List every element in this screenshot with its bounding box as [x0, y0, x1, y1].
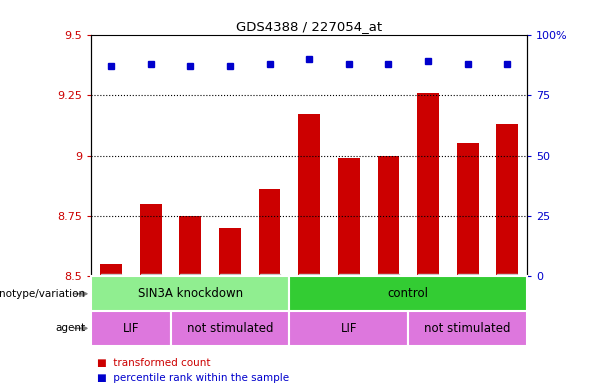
Text: LIF: LIF — [340, 322, 357, 335]
Bar — [298, 114, 320, 276]
Text: ■  transformed count: ■ transformed count — [97, 358, 211, 368]
Text: not stimulated: not stimulated — [425, 322, 511, 335]
Bar — [378, 156, 399, 276]
Text: ■  percentile rank within the sample: ■ percentile rank within the sample — [97, 373, 289, 383]
Text: agent: agent — [55, 323, 85, 333]
Bar — [289, 311, 408, 346]
Bar — [180, 216, 201, 276]
Bar — [408, 311, 527, 346]
Text: not stimulated: not stimulated — [187, 322, 273, 335]
Text: SIN3A knockdown: SIN3A knockdown — [138, 287, 243, 300]
Text: control: control — [388, 287, 429, 300]
Bar — [100, 264, 122, 276]
Bar — [140, 204, 161, 276]
Bar — [338, 158, 360, 276]
Bar — [497, 124, 518, 276]
Bar — [289, 276, 527, 311]
Bar — [457, 143, 479, 276]
Text: genotype/variation: genotype/variation — [0, 289, 85, 299]
Bar — [171, 311, 289, 346]
Bar — [259, 189, 280, 276]
Bar — [91, 311, 171, 346]
Bar — [417, 93, 439, 276]
Bar — [219, 228, 241, 276]
Bar — [91, 276, 289, 311]
Title: GDS4388 / 227054_at: GDS4388 / 227054_at — [236, 20, 382, 33]
Text: LIF: LIF — [123, 322, 139, 335]
